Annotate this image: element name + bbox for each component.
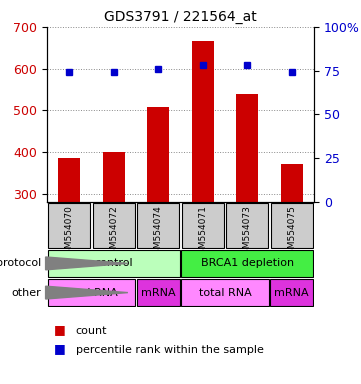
- FancyBboxPatch shape: [137, 203, 179, 248]
- Bar: [58, 158, 80, 202]
- FancyBboxPatch shape: [48, 250, 180, 276]
- Text: ■: ■: [54, 323, 66, 336]
- Bar: [280, 164, 303, 202]
- Text: GSM554071: GSM554071: [198, 205, 207, 260]
- Bar: [147, 108, 169, 202]
- Text: mRNA: mRNA: [274, 288, 309, 298]
- FancyBboxPatch shape: [271, 203, 313, 248]
- Title: GDS3791 / 221564_at: GDS3791 / 221564_at: [104, 10, 257, 25]
- Text: ■: ■: [54, 342, 66, 355]
- Bar: [192, 41, 214, 202]
- FancyBboxPatch shape: [182, 203, 224, 248]
- Text: GSM554073: GSM554073: [243, 205, 252, 260]
- Text: mRNA: mRNA: [141, 288, 175, 298]
- FancyBboxPatch shape: [93, 203, 135, 248]
- Text: GSM554070: GSM554070: [65, 205, 74, 260]
- Text: BRCA1 depletion: BRCA1 depletion: [201, 258, 294, 268]
- FancyBboxPatch shape: [181, 280, 269, 306]
- FancyBboxPatch shape: [48, 203, 90, 248]
- Text: total RNA: total RNA: [199, 288, 251, 298]
- FancyBboxPatch shape: [226, 203, 268, 248]
- Text: protocol: protocol: [0, 258, 42, 268]
- Polygon shape: [45, 257, 128, 270]
- FancyBboxPatch shape: [48, 280, 135, 306]
- Text: GSM554075: GSM554075: [287, 205, 296, 260]
- Text: count: count: [76, 326, 107, 336]
- Text: other: other: [12, 288, 42, 298]
- Text: total RNA: total RNA: [65, 288, 118, 298]
- FancyBboxPatch shape: [270, 280, 313, 306]
- Text: percentile rank within the sample: percentile rank within the sample: [76, 345, 264, 355]
- Bar: [103, 152, 125, 202]
- Text: control: control: [95, 258, 133, 268]
- Text: GSM554072: GSM554072: [109, 205, 118, 260]
- FancyBboxPatch shape: [137, 280, 180, 306]
- Bar: [236, 94, 258, 202]
- FancyBboxPatch shape: [181, 250, 313, 276]
- Polygon shape: [45, 286, 128, 299]
- Text: GSM554074: GSM554074: [154, 205, 163, 260]
